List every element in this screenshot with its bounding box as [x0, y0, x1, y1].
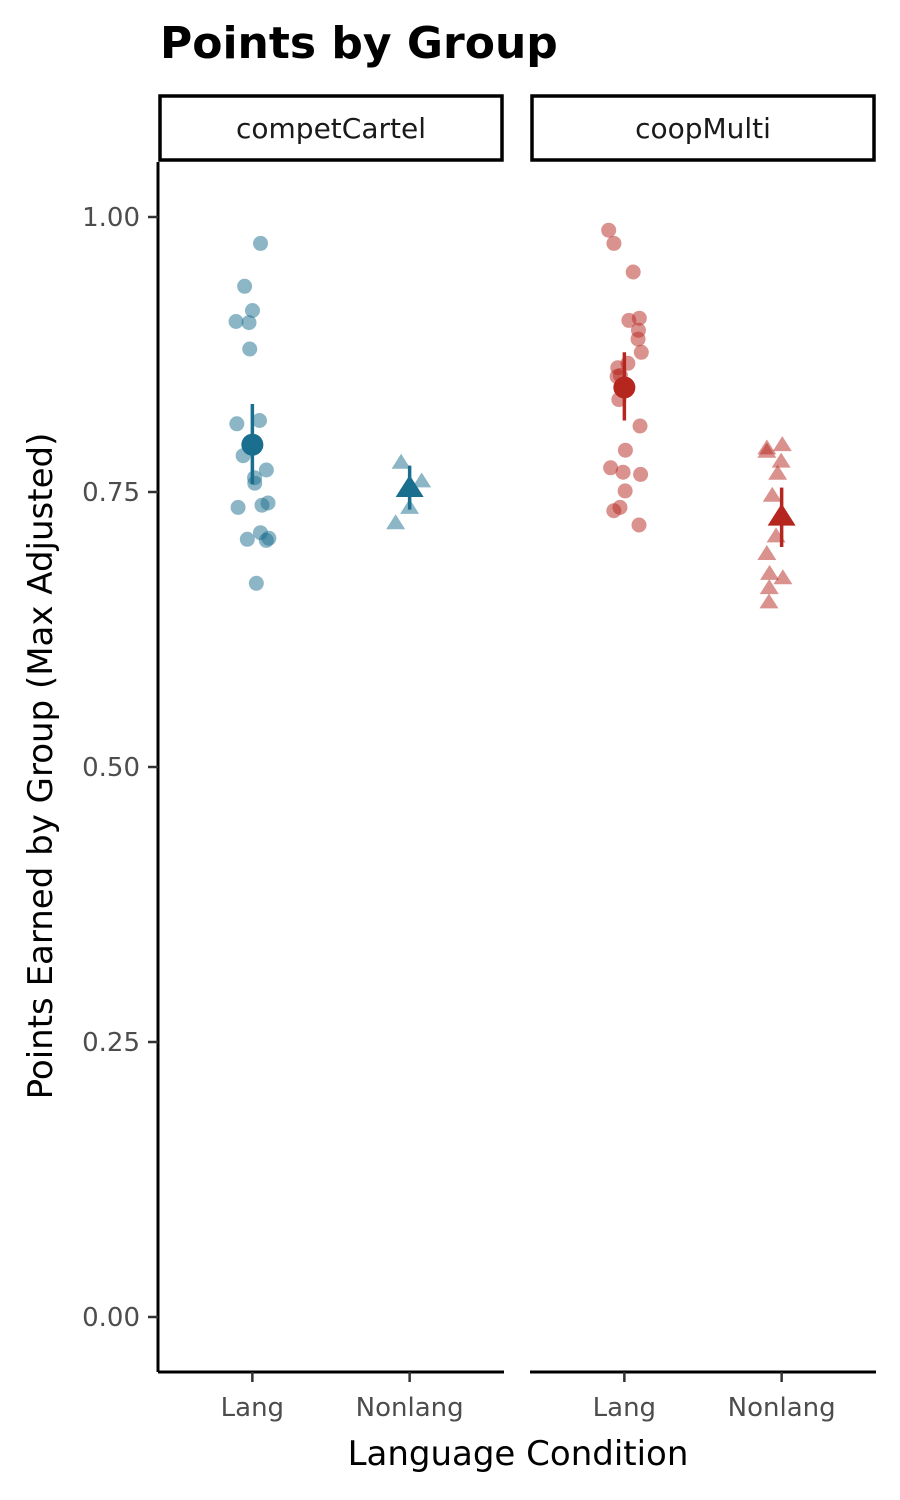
data-point	[228, 314, 244, 329]
data-point	[633, 344, 649, 360]
y-axis-title: Points Earned by Group (Max Adjusted)	[21, 433, 61, 1100]
data-point	[229, 416, 245, 432]
data-point	[630, 331, 646, 347]
y-tick-label: 0.50	[82, 753, 140, 783]
data-point	[391, 453, 411, 469]
mean-point	[241, 433, 264, 456]
data-point	[606, 235, 622, 251]
facet-strip-label: competCartel	[236, 112, 426, 145]
data-point	[606, 503, 622, 519]
data-point	[247, 475, 263, 491]
data-point	[757, 442, 777, 458]
data-point	[768, 464, 788, 480]
data-point	[244, 303, 260, 318]
x-tick-label: Nonlang	[728, 1393, 836, 1423]
data-point	[757, 545, 777, 561]
data-point	[252, 413, 268, 428]
data-point	[601, 222, 617, 238]
panels-layer: 0.00 0.25 0.50 0.75 1.00 competCartel Lang Nonl…	[82, 94, 876, 1423]
data-point	[771, 452, 791, 468]
data-point	[248, 575, 264, 591]
data-point	[617, 442, 633, 458]
data-point	[759, 579, 779, 595]
data-point	[760, 564, 780, 580]
data-point	[621, 312, 637, 328]
data-point	[412, 472, 432, 488]
data-point	[258, 462, 274, 478]
data-point	[258, 532, 274, 548]
chart-title: Points by Group	[160, 18, 558, 69]
x-tick-label: Lang	[221, 1393, 284, 1423]
facet-strip	[530, 94, 876, 162]
data-point	[633, 466, 649, 482]
y-tick-label: 0.25	[82, 1028, 140, 1058]
data-point	[617, 483, 633, 499]
data-point	[631, 517, 647, 533]
data-point	[253, 235, 269, 251]
data-point	[762, 486, 782, 502]
y-tick-label: 1.00	[82, 203, 140, 233]
mean-point	[613, 376, 636, 399]
data-point	[241, 315, 257, 331]
data-point	[773, 569, 793, 585]
x-tick-label: Nonlang	[356, 1393, 464, 1423]
x-axis-title: Language Condition	[348, 1434, 689, 1474]
data-point	[386, 514, 406, 530]
mean-point	[395, 475, 424, 498]
data-point	[239, 531, 255, 547]
mean-point	[767, 503, 796, 526]
data-point	[237, 278, 253, 294]
data-point	[230, 499, 246, 515]
facet-strip-label: coopMulti	[635, 112, 771, 145]
data-point	[632, 418, 648, 434]
data-point	[625, 264, 641, 280]
data-point	[242, 341, 258, 357]
data-point	[759, 593, 779, 609]
data-point	[772, 436, 792, 452]
data-point	[603, 460, 619, 476]
facet-strip	[158, 94, 504, 162]
y-tick-label: 0.00	[82, 1303, 140, 1333]
y-tick-label: 0.75	[82, 478, 140, 508]
data-point	[254, 497, 270, 513]
data-point	[615, 464, 631, 480]
x-tick-label: Lang	[593, 1393, 656, 1423]
